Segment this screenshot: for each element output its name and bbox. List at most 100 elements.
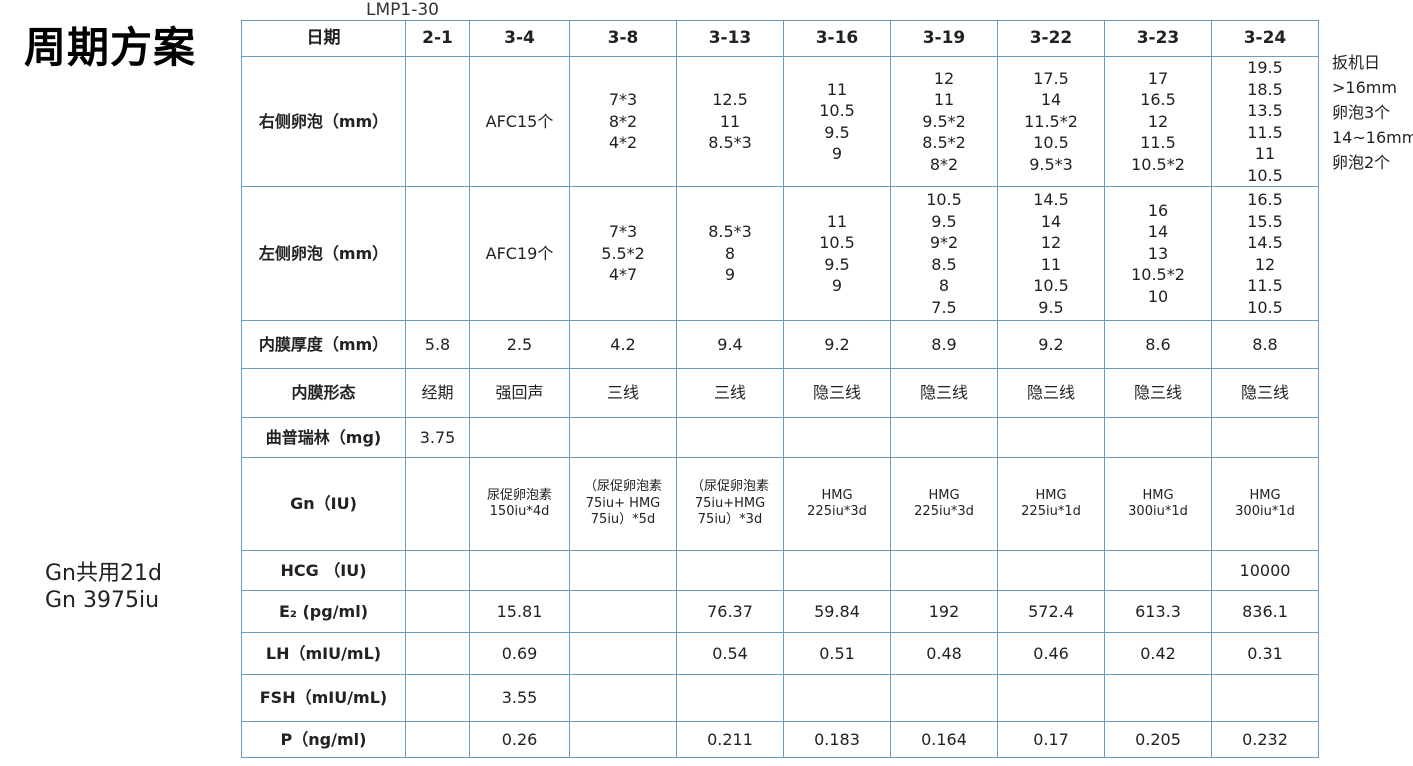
table-cell <box>569 674 677 722</box>
table-cell <box>676 674 784 722</box>
table-cell: 15.81 <box>469 590 570 633</box>
table-cell: 0.46 <box>997 632 1105 675</box>
table-cell <box>997 674 1105 722</box>
table-cell: HMG 300iu*1d <box>1211 457 1319 551</box>
table-cell <box>783 417 891 458</box>
table-cell: 0.17 <box>997 721 1105 758</box>
table-cell <box>890 674 998 722</box>
row-header: LH（mIU/mL) <box>241 632 406 675</box>
right-follicle-row: 右侧卵泡（mm） AFC15个 7*3 8*2 4*2 12.5 11 8.5*3 11… <box>241 56 1319 187</box>
table-cell: 7*3 8*2 4*2 <box>569 56 677 187</box>
row-header: 左侧卵泡（mm） <box>241 186 406 321</box>
table-cell: 17 16.5 12 11.5 10.5*2 <box>1104 56 1212 187</box>
table-cell <box>405 56 470 187</box>
table-cell <box>783 550 891 591</box>
table-cell: 5.8 <box>405 320 470 369</box>
gn-summary: Gn共用21d Gn 3975iu <box>45 560 162 614</box>
table-cell: 0.205 <box>1104 721 1212 758</box>
date-header-cell: 3-19 <box>890 20 998 57</box>
note-line: >16mm <box>1332 78 1397 97</box>
table-cell: 8.8 <box>1211 320 1319 369</box>
table-cell: 8.6 <box>1104 320 1212 369</box>
table-cell: 0.42 <box>1104 632 1212 675</box>
table-cell <box>569 590 677 633</box>
table-cell: 12.5 11 8.5*3 <box>676 56 784 187</box>
table-cell: 12 11 9.5*2 8.5*2 8*2 <box>890 56 998 187</box>
table-cell: 隐三线 <box>997 368 1105 418</box>
table-cell <box>1104 417 1212 458</box>
table-cell <box>405 550 470 591</box>
row-header: HCG （IU) <box>241 550 406 591</box>
table-cell <box>676 550 784 591</box>
row-header: 内膜形态 <box>241 368 406 418</box>
table-cell: 0.48 <box>890 632 998 675</box>
note-line: 卵泡3个 <box>1332 103 1391 122</box>
date-header-cell: 3-23 <box>1104 20 1212 57</box>
table-cell <box>469 417 570 458</box>
table-cell <box>890 417 998 458</box>
table-cell <box>676 417 784 458</box>
lmp-label: LMP1-30 <box>366 0 439 20</box>
table-cell: 10000 <box>1211 550 1319 591</box>
gn-summary-days: Gn共用21d <box>45 561 162 586</box>
table-cell: 8.9 <box>890 320 998 369</box>
table-cell: HMG 225iu*3d <box>783 457 891 551</box>
table-cell: 9.2 <box>783 320 891 369</box>
table-cell: HMG 225iu*1d <box>997 457 1105 551</box>
table-cell: 隐三线 <box>1104 368 1212 418</box>
date-header-cell: 3-4 <box>469 20 570 57</box>
date-header-cell: 3-8 <box>569 20 677 57</box>
table-cell: 0.211 <box>676 721 784 758</box>
table-cell: 尿促卵泡素 150iu*4d <box>469 457 570 551</box>
table-cell <box>405 590 470 633</box>
table-cell: 14.5 14 12 11 10.5 9.5 <box>997 186 1105 321</box>
endometrium-pattern-row: 内膜形态 经期 强回声 三线 三线 隐三线 隐三线 隐三线 隐三线 隐三线 <box>241 368 1319 418</box>
note-line: 扳机日 <box>1332 53 1381 72</box>
table-cell: 10.5 9.5 9*2 8.5 8 7.5 <box>890 186 998 321</box>
table-cell: 经期 <box>405 368 470 418</box>
table-cell: 19.5 18.5 13.5 11.5 11 10.5 <box>1211 56 1319 187</box>
table-cell: 11 10.5 9.5 9 <box>783 56 891 187</box>
table-cell <box>1104 674 1212 722</box>
table-cell: 7*3 5.5*2 4*7 <box>569 186 677 321</box>
gn-row: Gn（IU) 尿促卵泡素 150iu*4d （尿促卵泡素 75iu+ HMG 75i… <box>241 457 1319 551</box>
row-header: 日期 <box>241 20 406 57</box>
note-line: 14~16mm <box>1332 128 1413 147</box>
table-cell <box>569 550 677 591</box>
row-header: FSH（mIU/mL) <box>241 674 406 722</box>
cycle-table: 日期 2-1 3-4 3-8 3-13 3-16 3-19 3-22 3-23 3-24 右侧卵泡（… <box>241 20 1319 758</box>
table-cell <box>405 632 470 675</box>
table-cell: （尿促卵泡素 75iu+ HMG 75iu）*5d <box>569 457 677 551</box>
table-cell <box>405 457 470 551</box>
table-cell: 0.31 <box>1211 632 1319 675</box>
table-cell: 9.2 <box>997 320 1105 369</box>
e2-row: E₂ (pg/ml) 15.81 76.37 59.84 192 572.4 613.3 83… <box>241 590 1319 633</box>
table-cell: 强回声 <box>469 368 570 418</box>
table-cell: 16.5 15.5 14.5 12 11.5 10.5 <box>1211 186 1319 321</box>
table-cell: 9.4 <box>676 320 784 369</box>
table-cell <box>405 721 470 758</box>
trigger-day-notes: 扳机日 >16mm 卵泡3个 14~16mm 卵泡2个 <box>1332 50 1413 175</box>
table-cell <box>405 674 470 722</box>
table-cell: 613.3 <box>1104 590 1212 633</box>
table-cell: 11 10.5 9.5 9 <box>783 186 891 321</box>
date-row: 日期 2-1 3-4 3-8 3-13 3-16 3-19 3-22 3-23 3-24 <box>241 20 1319 57</box>
table-cell: 0.26 <box>469 721 570 758</box>
table-cell: 16 14 13 10.5*2 10 <box>1104 186 1212 321</box>
table-cell <box>1211 674 1319 722</box>
table-cell <box>569 417 677 458</box>
table-cell <box>890 550 998 591</box>
left-follicle-row: 左侧卵泡（mm） AFC19个 7*3 5.5*2 4*7 8.5*3 8 9 11 1… <box>241 186 1319 321</box>
row-header: 内膜厚度（mm） <box>241 320 406 369</box>
page-title: 周期方案 <box>24 23 197 72</box>
table-cell: 3.75 <box>405 417 470 458</box>
table-cell: 0.54 <box>676 632 784 675</box>
table-cell <box>469 550 570 591</box>
table-cell: 隐三线 <box>783 368 891 418</box>
table-cell <box>1104 550 1212 591</box>
table-cell <box>1211 417 1319 458</box>
table-cell: 192 <box>890 590 998 633</box>
table-cell: 三线 <box>676 368 784 418</box>
note-line: 卵泡2个 <box>1332 153 1391 172</box>
table-cell: 4.2 <box>569 320 677 369</box>
